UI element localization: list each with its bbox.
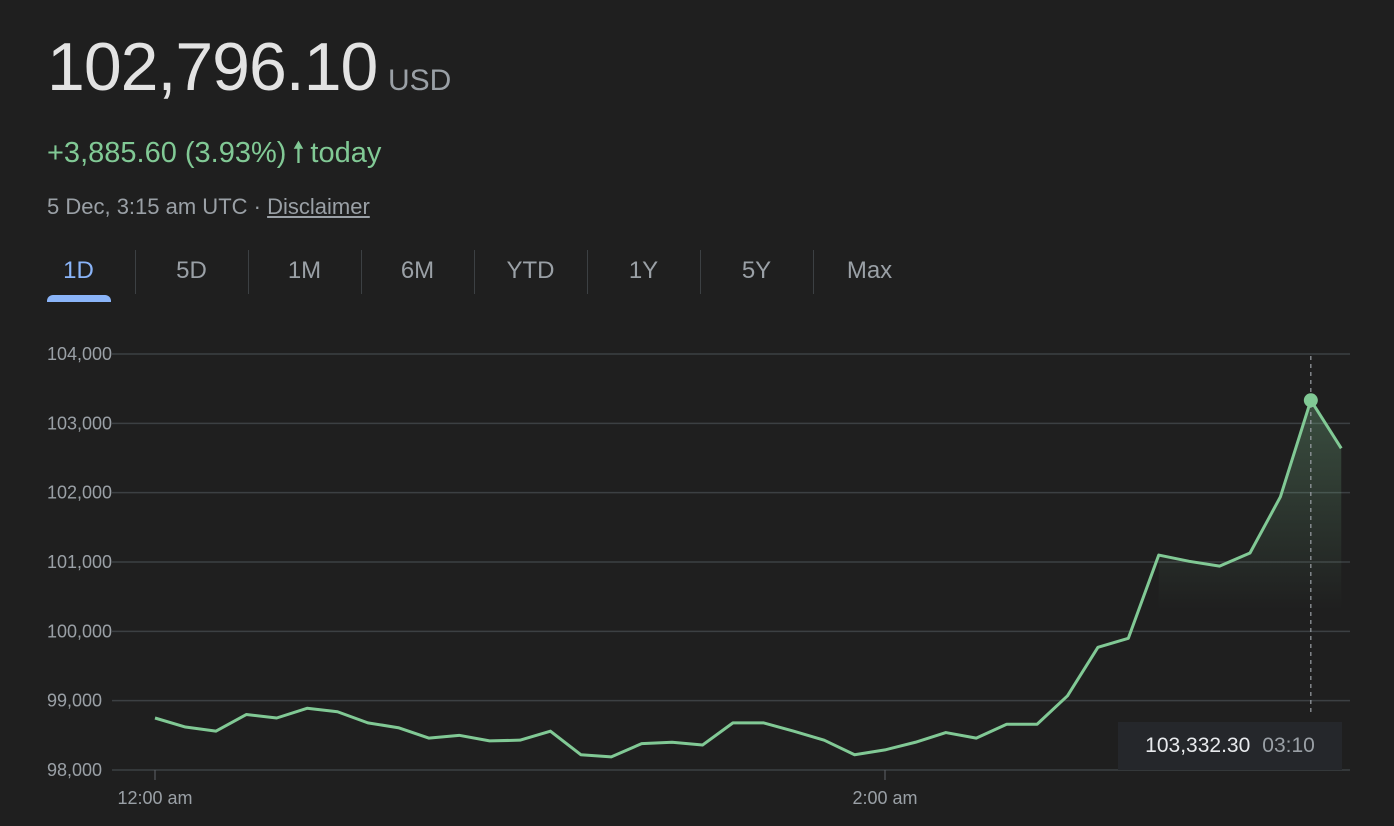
separator: · — [253, 194, 261, 219]
y-tick-label: 101,000 — [47, 552, 112, 572]
currency-label: USD — [388, 64, 452, 97]
y-tick-label: 100,000 — [47, 621, 112, 641]
current-price: 102,796.10 — [47, 29, 378, 105]
y-tick-label: 103,000 — [47, 413, 112, 433]
tab-ytd[interactable]: YTD — [474, 244, 587, 302]
arrow-up-icon: 🠕 — [292, 137, 305, 169]
tab-5y[interactable]: 5Y — [700, 244, 813, 302]
tab-max[interactable]: Max — [813, 244, 926, 302]
range-tabs: 1D 5D 1M 6M YTD 1Y 5Y Max — [22, 244, 926, 302]
tab-6m[interactable]: 6M — [361, 244, 474, 302]
disclaimer-link[interactable]: Disclaimer — [267, 194, 370, 219]
tab-1m[interactable]: 1M — [248, 244, 361, 302]
tab-1d[interactable]: 1D — [22, 244, 135, 302]
change-value: +3,885.60 (3.93%) — [47, 137, 287, 169]
tab-5d[interactable]: 5D — [135, 244, 248, 302]
timestamp-line: 5 Dec, 3:15 am UTC · Disclaimer — [47, 194, 370, 220]
tooltip-value: 103,332.30 — [1145, 734, 1251, 757]
price-line — [154, 398, 1343, 759]
timestamp: 5 Dec, 3:15 am UTC — [47, 194, 248, 219]
x-tick-label: 2:00 am — [852, 788, 917, 808]
tooltip-time: 03:10 — [1262, 734, 1315, 757]
highlighted-point — [1303, 393, 1318, 408]
change-period: today — [310, 137, 382, 169]
area-fill — [1158, 400, 1342, 610]
y-tick-label: 104,000 — [47, 344, 112, 364]
y-tick-label: 102,000 — [47, 483, 112, 503]
tab-1y[interactable]: 1Y — [587, 244, 700, 302]
chart-tooltip: 103,332.30 03:10 — [1118, 722, 1342, 770]
y-tick-label: 99,000 — [47, 691, 102, 711]
x-tick-label: 12:00 am — [117, 788, 192, 808]
y-tick-label: 98,000 — [47, 760, 102, 780]
price-change: +3,885.60 (3.93%) 🠕 today — [47, 132, 381, 181]
